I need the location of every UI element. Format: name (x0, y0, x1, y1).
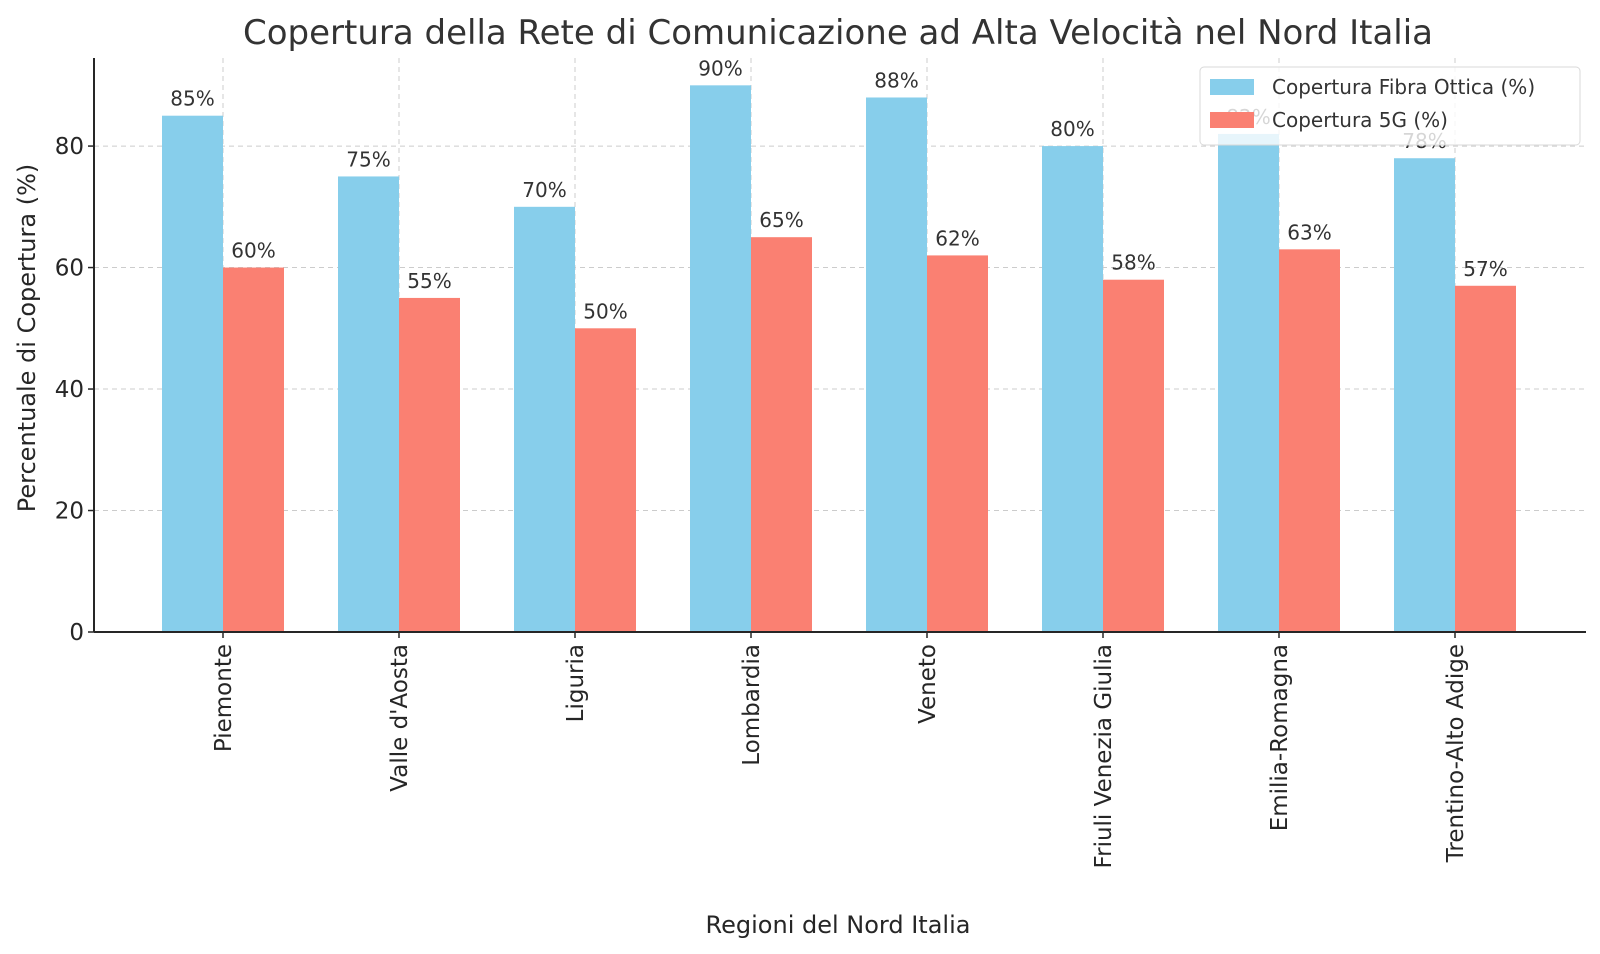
legend-label-1: Copertura 5G (%) (1272, 108, 1448, 132)
legend-swatch-0 (1210, 79, 1254, 95)
x-tick-label-4: Veneto (915, 644, 941, 724)
data-label-5g-4: 62% (935, 226, 979, 250)
x-tick-label-7: Trentino-Alto Adige (1443, 644, 1469, 863)
data-label-5g-3: 65% (759, 208, 803, 232)
chart-title: Copertura della Rete di Comunicazione ad… (243, 13, 1433, 53)
legend-label-0: Copertura Fibra Ottica (%) (1272, 75, 1535, 99)
y-tick-label-80: 80 (55, 134, 84, 160)
y-tick-label-0: 0 (69, 620, 84, 646)
data-label-fibra-1: 75% (346, 147, 390, 171)
bar-fibra-0 (162, 115, 223, 632)
legend-box (1199, 66, 1581, 146)
y-tick-label-40: 40 (55, 377, 84, 403)
data-label-fibra-3: 90% (698, 56, 742, 80)
bar-fibra-5 (1042, 146, 1103, 632)
y-tick-label-20: 20 (55, 499, 84, 525)
legend: Copertura Fibra Ottica (%) Copertura 5G (… (1199, 66, 1581, 146)
axes: 0 20 40 60 80 Piemonte Valle d'Aosta Liguria Lom… (55, 58, 1586, 868)
y-tick-label-60: 60 (55, 256, 84, 282)
bar-5g-6 (1279, 249, 1340, 633)
data-label-5g-7: 57% (1463, 257, 1507, 281)
data-label-fibra-5: 80% (1050, 117, 1094, 141)
x-tick-label-2: Liguria (563, 644, 589, 722)
bars (162, 85, 1516, 633)
x-tick-label-5: Friuli Venezia Giulia (1091, 644, 1117, 868)
bar-fibra-3 (690, 85, 751, 633)
bar-fibra-7 (1394, 158, 1455, 632)
data-label-5g-0: 60% (231, 239, 275, 263)
bar-5g-4 (927, 255, 988, 632)
bar-fibra-6 (1218, 133, 1279, 633)
data-label-5g-2: 50% (583, 299, 627, 323)
bar-fibra-4 (866, 97, 927, 632)
bar-5g-2 (575, 328, 636, 632)
bar-fibra-1 (338, 176, 399, 632)
data-label-5g-5: 58% (1111, 251, 1155, 275)
bar-5g-3 (751, 237, 812, 632)
bar-5g-7 (1455, 285, 1516, 632)
bar-fibra-2 (514, 206, 575, 632)
x-tick-label-1: Valle d'Aosta (387, 644, 413, 792)
x-axis-label: Regioni del Nord Italia (706, 911, 971, 939)
bar-5g-5 (1103, 279, 1164, 632)
y-axis-label: Percentuale di Copertura (%) (13, 164, 41, 512)
x-tick-label-3: Lombardia (739, 644, 765, 766)
data-label-fibra-0: 85% (170, 87, 214, 111)
data-label-5g-6: 63% (1287, 220, 1331, 244)
x-tick-label-6: Emilia-Romagna (1267, 644, 1293, 831)
bar-5g-1 (399, 297, 460, 632)
x-tick-label-0: Piemonte (211, 644, 237, 752)
data-label-5g-1: 55% (407, 269, 451, 293)
data-label-fibra-4: 88% (874, 68, 918, 92)
legend-swatch-1 (1210, 112, 1254, 128)
data-label-fibra-2: 70% (522, 178, 566, 202)
bar-5g-0 (223, 267, 284, 632)
